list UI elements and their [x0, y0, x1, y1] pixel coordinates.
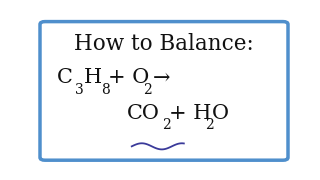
Text: 2: 2	[162, 118, 171, 132]
Text: + H: + H	[169, 104, 211, 123]
Text: →: →	[153, 68, 170, 87]
Text: 3: 3	[76, 83, 84, 97]
Text: CO: CO	[127, 104, 160, 123]
Text: + O: + O	[108, 68, 149, 87]
FancyBboxPatch shape	[40, 22, 288, 160]
Text: 2: 2	[143, 83, 152, 97]
Text: H: H	[84, 68, 101, 87]
Text: How to Balance:: How to Balance:	[74, 33, 254, 55]
Text: 2: 2	[205, 118, 214, 132]
Text: 8: 8	[101, 83, 110, 97]
Text: C: C	[57, 68, 73, 87]
Text: O: O	[212, 104, 229, 123]
